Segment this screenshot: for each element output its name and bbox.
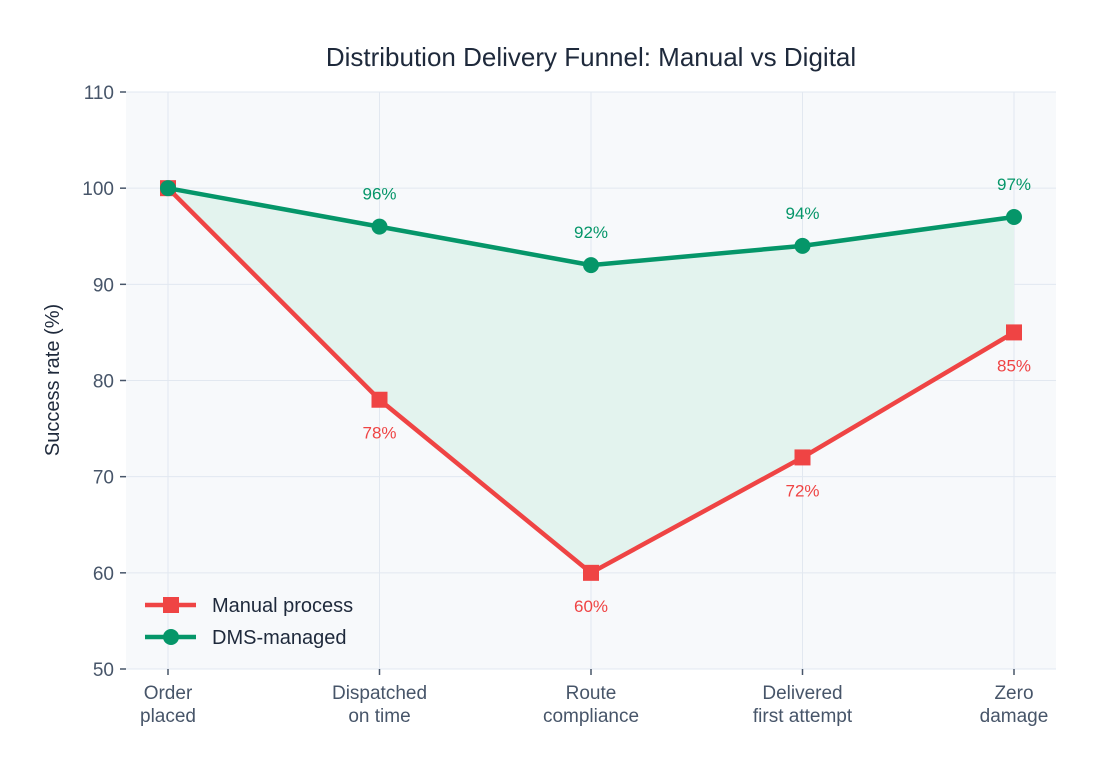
data-label: 60% [574,597,608,616]
data-label: 85% [997,356,1031,375]
y-tick-label: 100 [82,179,114,200]
y-tick-label: 90 [93,275,114,296]
data-point-circle [1006,209,1022,226]
y-tick-label: 70 [93,468,114,489]
data-point-circle [794,237,811,254]
data-point-square [371,391,388,408]
x-tick-label: Order [144,683,193,704]
data-point-square [794,449,811,466]
x-tick-label: first attempt [753,706,853,727]
fill-between [168,188,1014,573]
data-label: 94% [785,204,819,223]
data-point-square [583,564,599,581]
x-tick-label: on time [348,706,410,727]
y-tick-label: 80 [93,372,114,393]
data-point-square [1006,324,1022,341]
data-label: 72% [785,481,819,500]
data-label: 97% [997,175,1031,194]
y-tick-label: 60 [93,564,114,585]
x-tick-label: Dispatched [332,683,427,704]
legend: Manual process DMS-managed [145,595,353,649]
data-point-circle [371,218,388,235]
x-tick-label: compliance [543,706,639,727]
data-label: 92% [574,223,608,242]
data-label: 96% [362,185,396,204]
y-axis-label: Success rate (%) [42,304,64,456]
y-tick-label: 110 [84,83,114,104]
x-tick-label: Route [566,683,617,704]
x-tick-label: Delivered [762,683,842,704]
series-layer: 78% 60% 72% 85% 96% 92% 94% 97% [160,175,1031,616]
data-point-circle [160,180,176,197]
x-tick-label: placed [140,706,196,727]
x-tick-label: Zero [994,683,1033,704]
legend-marker-square [163,597,179,613]
legend-marker-circle [163,629,179,645]
legend-label: DMS-managed [212,627,347,649]
legend-label: Manual process [212,595,353,617]
x-tick-label: damage [980,706,1049,727]
data-point-circle [583,257,599,274]
y-tick-label: 50 [93,660,114,681]
chart-title: Distribution Delivery Funnel: Manual vs … [326,42,856,72]
fill-area [168,188,1014,573]
data-label: 78% [362,424,396,443]
